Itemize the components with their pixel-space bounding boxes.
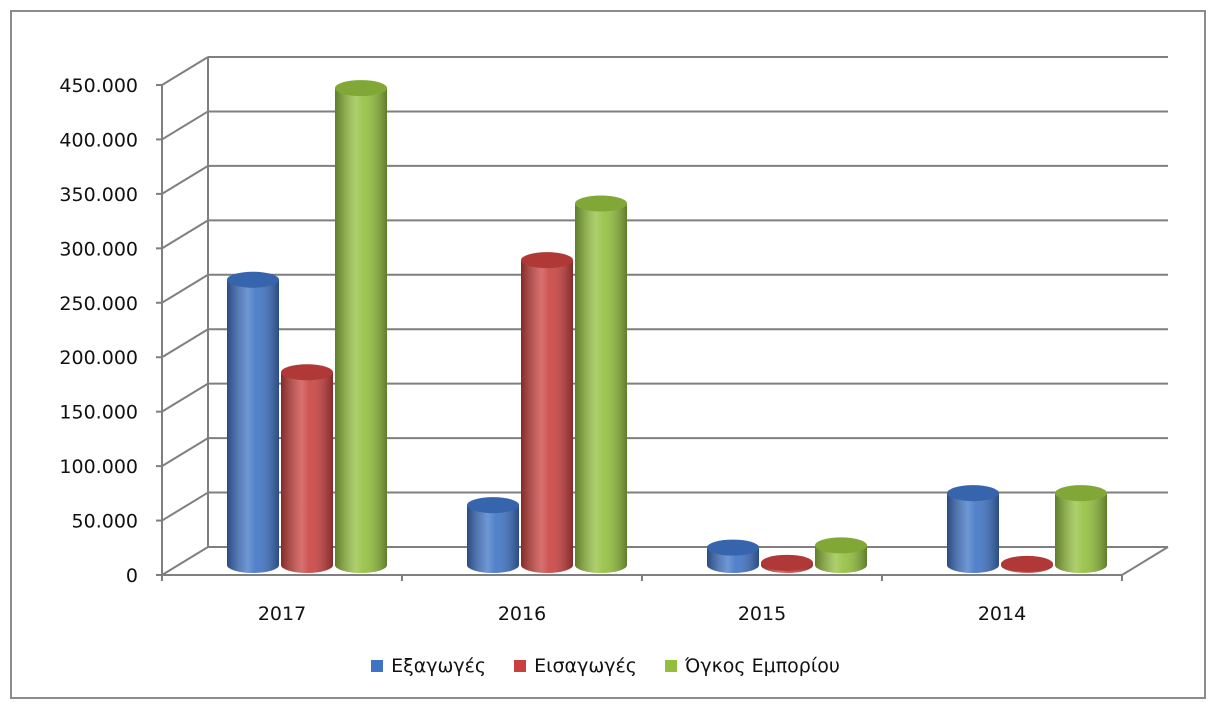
bar bbox=[227, 271, 279, 573]
x-tick-label: 2015 bbox=[738, 603, 786, 625]
y-tick-label: 100.000 bbox=[59, 456, 138, 478]
y-tick-label: 250.000 bbox=[59, 293, 138, 315]
x-tick-label: 2014 bbox=[978, 603, 1026, 625]
y-tick-label: 150.000 bbox=[59, 402, 138, 424]
bar bbox=[575, 195, 627, 573]
legend-label-imports: Εισαγωγές bbox=[534, 655, 637, 677]
floor-right-edge bbox=[1121, 546, 1169, 576]
x-tick-label: 2016 bbox=[498, 603, 546, 625]
bar bbox=[467, 497, 519, 573]
bar bbox=[281, 364, 333, 573]
bar bbox=[335, 80, 387, 574]
y-tick-label: 200.000 bbox=[59, 347, 138, 369]
legend-swatch-imports bbox=[514, 660, 527, 672]
legend-label-trade-volume: Όγκος Εμπορίου bbox=[684, 655, 840, 677]
y-tick-label: 400.000 bbox=[59, 129, 138, 151]
bar bbox=[947, 485, 999, 573]
bar bbox=[521, 252, 573, 573]
legend-item-exports: Εξαγωγές bbox=[371, 655, 486, 677]
y-tick-label: 350.000 bbox=[59, 184, 138, 206]
gridline-diagonal bbox=[161, 219, 209, 250]
gridline-diagonal bbox=[161, 273, 209, 304]
y-tick-label: 450.000 bbox=[59, 75, 138, 97]
bars bbox=[227, 80, 1107, 574]
bar bbox=[1055, 485, 1107, 573]
y-tick-label: 0 bbox=[126, 565, 138, 587]
x-tick-labels: 2017 2016 2015 2014 bbox=[258, 603, 1026, 625]
bar bbox=[761, 554, 813, 573]
gridline-diagonal bbox=[161, 382, 209, 413]
gridline-diagonal bbox=[161, 110, 209, 141]
legend-label-exports: Εξαγωγές bbox=[391, 655, 487, 677]
gridline-diagonal bbox=[161, 546, 209, 576]
bar bbox=[1001, 555, 1053, 573]
legend-item-trade-volume: Όγκος Εμπορίου bbox=[664, 655, 840, 677]
gridline-diagonal bbox=[161, 491, 209, 522]
x-tick-label: 2017 bbox=[258, 603, 306, 625]
y-tick-label: 300.000 bbox=[59, 238, 138, 260]
bar bbox=[815, 537, 867, 573]
y-tick-labels: 0 50.000 100.000 150.000 200.000 250.000 300.0… bbox=[59, 75, 138, 587]
legend-item-imports: Εισαγωγές bbox=[514, 655, 637, 677]
gridline-diagonal bbox=[161, 165, 209, 195]
gridline-diagonal bbox=[161, 437, 209, 467]
gridline-diagonal bbox=[161, 56, 209, 86]
gridline-diagonal bbox=[161, 328, 209, 359]
legend-swatch-trade-volume bbox=[664, 660, 677, 672]
legend: Εξαγωγές Εισαγωγές Όγκος Εμπορίου bbox=[0, 655, 1211, 677]
bar bbox=[707, 539, 759, 573]
y-tick-label: 50.000 bbox=[72, 511, 138, 533]
legend-swatch-exports bbox=[371, 660, 384, 672]
